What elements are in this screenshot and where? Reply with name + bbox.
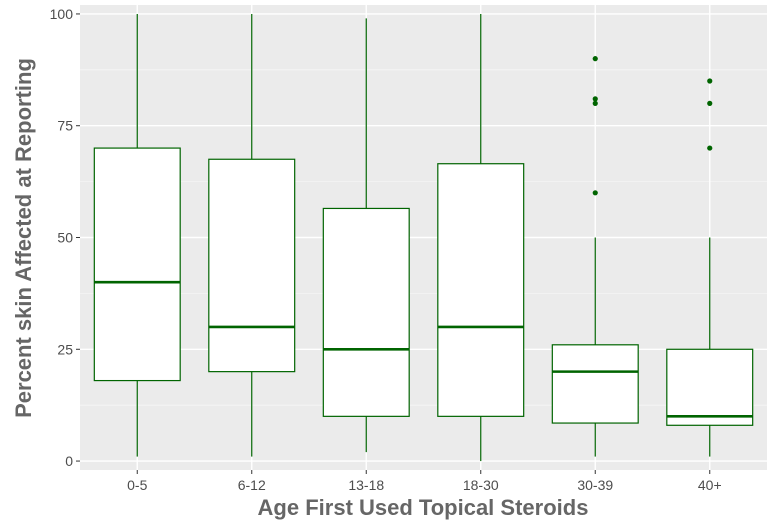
outlier-point — [592, 56, 598, 62]
iqr-box — [208, 158, 296, 373]
y-tick-label: 75 — [57, 118, 73, 134]
x-tick-label: 30-39 — [577, 477, 613, 493]
iqr-box — [93, 147, 181, 382]
outlier-point — [592, 100, 598, 106]
x-axis-ticks: 0-5 6-12 13-18 18-30 30-39 40+ — [127, 470, 722, 493]
y-tick-label: 0 — [65, 453, 73, 469]
x-tick-label: 0-5 — [127, 477, 147, 493]
box-group-13-18 — [322, 18, 410, 453]
box-group-6-12 — [208, 13, 296, 457]
box-group-40+ — [666, 78, 754, 457]
y-axis-ticks: 0 25 50 75 100 — [50, 6, 80, 469]
y-tick-label: 25 — [57, 341, 73, 357]
iqr-box — [322, 207, 410, 417]
outlier-point — [592, 96, 598, 102]
iqr-box — [437, 163, 525, 417]
x-tick-label: 40+ — [698, 477, 722, 493]
outlier-point — [707, 78, 713, 84]
y-axis-title: Percent skin Affected at Reporting — [11, 58, 36, 418]
x-axis-title: Age First Used Topical Steroids — [258, 495, 589, 520]
outlier-point — [592, 190, 598, 196]
iqr-box — [666, 348, 754, 426]
box-series — [93, 13, 754, 462]
box-group-18-30 — [437, 13, 525, 462]
box-group-0-5 — [93, 13, 181, 457]
y-tick-label: 50 — [57, 230, 73, 246]
x-tick-label: 18-30 — [463, 477, 499, 493]
x-tick-label: 13-18 — [348, 477, 384, 493]
minor-gridlines — [80, 69, 767, 406]
box-group-30-39 — [551, 56, 639, 457]
outlier-point — [707, 145, 713, 151]
x-tick-label: 6-12 — [238, 477, 266, 493]
outlier-point — [707, 100, 713, 106]
iqr-box — [551, 344, 639, 424]
y-tick-label: 100 — [50, 6, 74, 22]
